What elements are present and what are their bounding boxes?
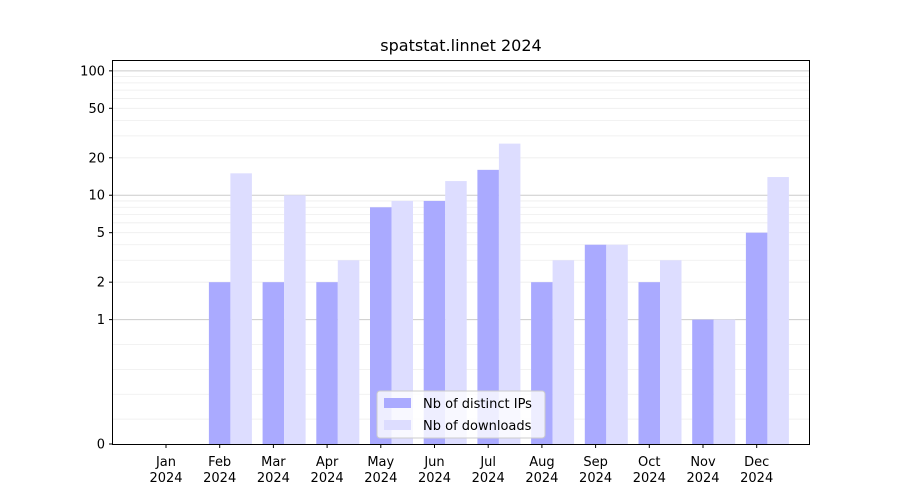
y-tick-label: 20 [88, 151, 105, 166]
x-tick-label-year: 2024 [203, 471, 236, 486]
y-tick-label: 100 [80, 64, 105, 79]
x-tick-label-month: Aug [529, 455, 554, 470]
bar-distinct-ips [316, 282, 338, 444]
legend-swatch-downloads [384, 420, 411, 430]
x-tick-label-year: 2024 [472, 471, 505, 486]
bar-downloads [445, 181, 467, 444]
x-tick-label-year: 2024 [740, 471, 773, 486]
bars [208, 143, 789, 444]
chart-title: spatstat.linnet 2024 [380, 36, 541, 55]
x-tick-label-year: 2024 [311, 471, 344, 486]
bar-distinct-ips [423, 200, 446, 444]
bar-downloads [713, 319, 736, 444]
x-tick-label-year: 2024 [686, 471, 719, 486]
bar-downloads [230, 173, 252, 444]
bar-downloads [337, 260, 360, 444]
y-tick-label: 0 [97, 438, 105, 453]
legend: Nb of distinct IPs Nb of downloads [376, 390, 546, 439]
x-tick-label-month: Sep [583, 455, 608, 470]
x-tick-label-year: 2024 [525, 471, 558, 486]
x-tick-label-year: 2024 [257, 471, 290, 486]
legend-label-distinct-ips: Nb of distinct IPs [423, 397, 532, 412]
bar-distinct-ips [208, 282, 231, 444]
x-tick-label-month: May [367, 455, 394, 470]
x-tick-label-month: Nov [690, 455, 716, 470]
y-axis: 0 1 2 5 10 20 50 100 [80, 64, 113, 453]
bar-distinct-ips [692, 319, 714, 444]
bar-downloads [498, 143, 521, 444]
x-tick-label-month: Jan [155, 455, 176, 470]
legend-box [376, 390, 546, 439]
bar-downloads [552, 260, 575, 444]
x-tick-label-month: Jun [423, 455, 444, 470]
x-tick-label-month: Dec [744, 455, 769, 470]
bar-distinct-ips [370, 207, 392, 444]
bar-downloads [391, 200, 413, 444]
x-tick-label-year: 2024 [579, 471, 612, 486]
bar-distinct-ips [638, 282, 660, 444]
bar-distinct-ips [477, 169, 499, 444]
x-tick-label-month: Jul [479, 455, 496, 470]
x-tick-label-year: 2024 [418, 471, 451, 486]
y-tick-label: 1 [97, 313, 105, 328]
plot-frame [112, 60, 810, 445]
x-tick-label-month: Mar [261, 455, 286, 470]
bar-downloads [284, 195, 306, 444]
y-tick-label: 5 [97, 226, 105, 241]
bar-distinct-ips [745, 232, 768, 444]
x-tick-label-year: 2024 [633, 471, 666, 486]
y-tick-label: 50 [88, 102, 105, 117]
bar-distinct-ips [262, 282, 285, 444]
legend-label-downloads: Nb of downloads [423, 419, 532, 434]
bar-distinct-ips [584, 244, 607, 444]
bar-downloads [660, 260, 682, 444]
x-tick-label-year: 2024 [364, 471, 397, 486]
x-tick-label-month: Feb [208, 455, 231, 470]
y-tick-label: 2 [97, 276, 105, 291]
bar-downloads [767, 177, 789, 444]
y-tick-label: 10 [88, 189, 105, 204]
x-tick-label-month: Oct [638, 455, 660, 470]
x-tick-label-month: Apr [316, 455, 339, 470]
bar-downloads [606, 244, 628, 444]
legend-swatch-distinct-ips [384, 398, 411, 408]
x-axis: Jan2024Feb2024Mar2024Apr2024May2024Jun20… [149, 444, 773, 486]
x-tick-label-year: 2024 [149, 471, 182, 486]
